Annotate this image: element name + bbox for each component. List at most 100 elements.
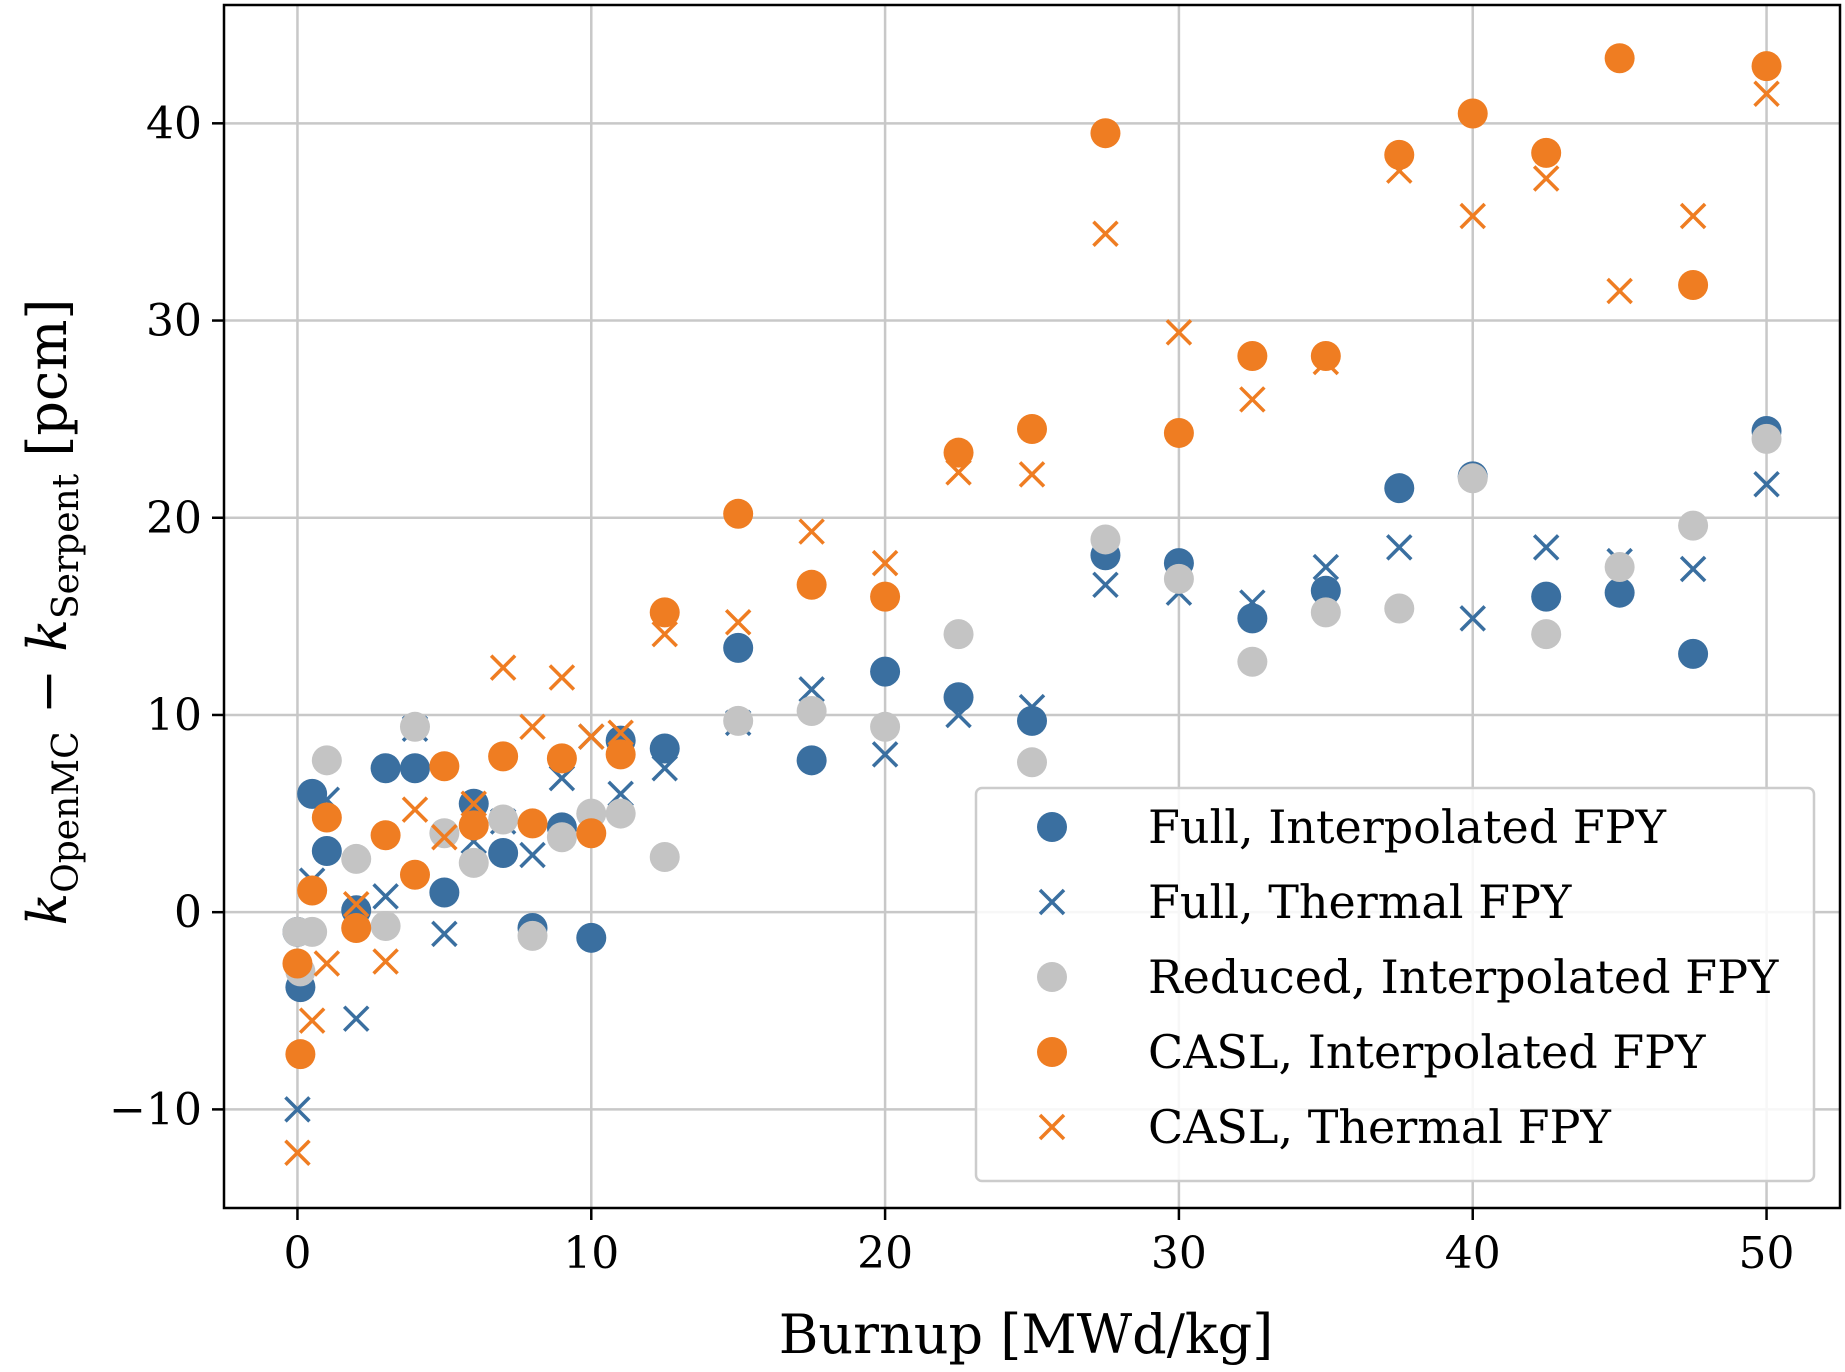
data-point: [578, 723, 605, 750]
data-point: [796, 569, 827, 600]
data-point: [1531, 619, 1562, 650]
data-point: [1678, 638, 1709, 669]
data-point: [605, 798, 636, 829]
legend-label: CASL, Interpolated FPY: [1148, 1025, 1706, 1079]
x-tick-label: 10: [563, 1228, 619, 1279]
data-point: [284, 1096, 311, 1123]
data-point: [370, 753, 401, 784]
data-point: [723, 498, 754, 529]
data-point: [723, 632, 754, 663]
data-point: [429, 751, 460, 782]
data-point: [1753, 80, 1780, 107]
data-point: [1532, 165, 1560, 192]
legend-marker: [1037, 812, 1067, 842]
data-point: [458, 810, 489, 841]
data-point: [870, 581, 901, 612]
data-point: [285, 1039, 316, 1070]
data-point: [723, 705, 754, 736]
data-point: [399, 859, 430, 890]
y-tick-label: 0: [174, 887, 202, 938]
plot-frame: [222, 3, 1842, 1210]
series-4: [284, 80, 1780, 1167]
data-point: [372, 948, 399, 975]
data-point: [1604, 552, 1635, 583]
data-point: [488, 838, 519, 869]
data-point: [429, 818, 460, 849]
data-point: [1751, 51, 1782, 82]
data-point: [870, 656, 901, 687]
x-tick-label: 40: [1445, 1228, 1501, 1279]
data-point: [313, 950, 341, 977]
data-point: [1310, 575, 1341, 606]
data-point: [798, 518, 825, 545]
data-point: [798, 676, 825, 703]
y-axis-label: kOpenMC − kSerpent [pcm]: [16, 298, 87, 925]
data-point: [1679, 202, 1707, 230]
data-point: [460, 790, 487, 817]
data-point: [870, 711, 901, 742]
data-point: [370, 820, 401, 851]
data-point: [1018, 461, 1046, 488]
tick-labels: 0 10 20 30 40 50 −10 0 10 20 30 40: [109, 98, 1794, 1279]
data-point: [1384, 593, 1415, 624]
data-point: [297, 778, 328, 809]
data-point: [488, 741, 519, 772]
y-tick-label: 40: [146, 98, 202, 149]
y-axis-label-minus: −: [16, 652, 79, 732]
data-point: [1237, 646, 1268, 677]
data-point: [431, 824, 458, 851]
data-point: [1092, 220, 1119, 248]
data-point: [576, 818, 607, 849]
data-point: [1459, 202, 1486, 230]
data-point: [1017, 705, 1047, 736]
data-point: [796, 696, 827, 727]
data-point: [282, 948, 313, 979]
y-axis-label-sub1: OpenMC: [46, 731, 87, 892]
data-point: [297, 875, 328, 906]
data-point: [341, 843, 372, 874]
data-point: [651, 620, 678, 648]
data-point: [429, 877, 460, 908]
data-point: [1457, 98, 1488, 129]
data-point: [298, 1007, 326, 1034]
data-point: [796, 745, 827, 776]
data-point: [519, 841, 546, 869]
data-point: [943, 682, 974, 713]
data-point: [1606, 277, 1633, 305]
data-points: [282, 43, 1782, 1167]
data-point: [1386, 157, 1413, 184]
series-2: [282, 423, 1782, 987]
data-point: [342, 891, 370, 918]
data-point: [1532, 534, 1560, 561]
y-axis-label-k: k: [16, 893, 79, 926]
data-point: [311, 836, 342, 867]
x-tick-label: 20: [857, 1228, 913, 1279]
y-axis-label-sub2: Serpent: [46, 473, 87, 619]
data-point: [1237, 341, 1268, 372]
x-tick-label: 30: [1151, 1228, 1207, 1279]
data-point: [1312, 348, 1340, 376]
data-point: [1237, 603, 1268, 634]
data-point: [649, 597, 680, 628]
data-point: [548, 664, 576, 691]
y-axis-label-k2: k: [16, 619, 79, 652]
data-point: [1753, 470, 1780, 498]
legend-marker: [1038, 888, 1066, 916]
data-point: [1459, 605, 1486, 632]
data-point: [370, 910, 401, 941]
data-point: [605, 739, 636, 770]
data-point: [943, 437, 974, 468]
data-point: [1531, 137, 1562, 168]
x-tick-label: 50: [1739, 1228, 1795, 1279]
data-point: [1092, 571, 1119, 599]
data-point: [1165, 319, 1193, 346]
data-point: [1018, 693, 1046, 721]
data-point: [1312, 553, 1340, 581]
axis-ticks: [212, 122, 1768, 1220]
y-tick-label: −10: [109, 1084, 202, 1135]
data-point: [945, 459, 972, 486]
data-point: [1751, 423, 1782, 454]
data-point: [651, 754, 678, 782]
data-point: [1531, 581, 1562, 612]
